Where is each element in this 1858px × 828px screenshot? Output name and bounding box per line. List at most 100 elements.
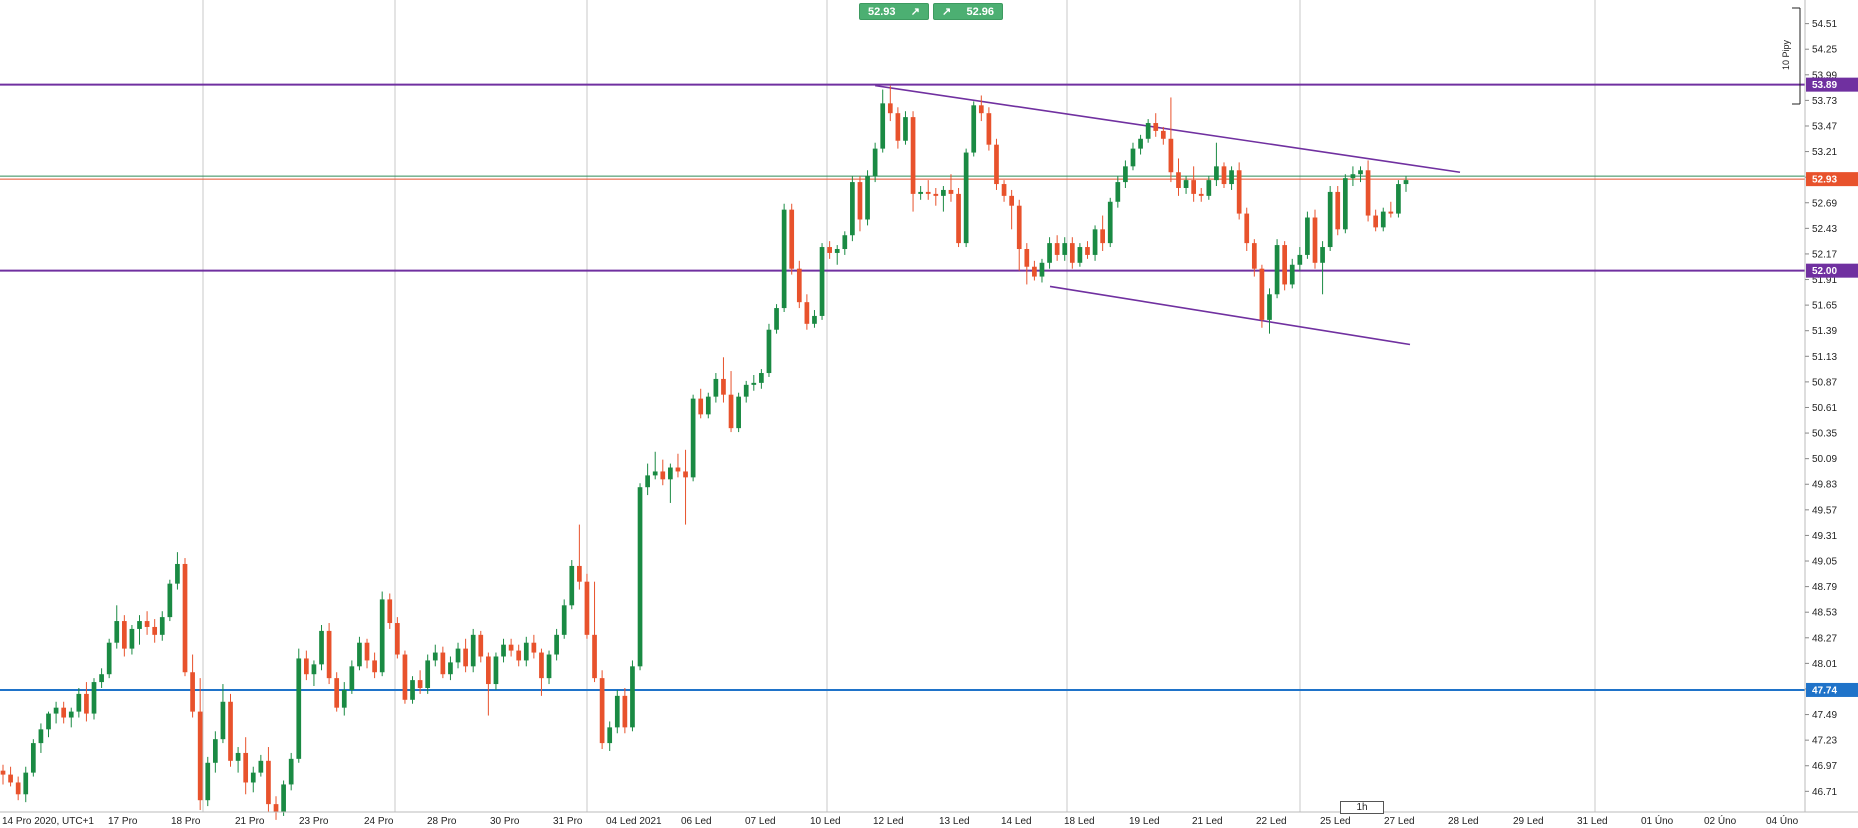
channel-upper-line[interactable] (875, 84, 1461, 174)
candle-body (15, 782, 21, 795)
candle-body (288, 758, 294, 785)
y-tick-label: 50.09 (1812, 454, 1837, 465)
x-tick-label: 19 Led (1129, 816, 1160, 827)
level-badge-label: 52.00 (1812, 266, 1837, 277)
candle-body (933, 193, 939, 196)
x-tick-label: 28 Pro (427, 816, 457, 827)
candle-body (1320, 247, 1325, 263)
candle-body (1380, 211, 1386, 228)
candle-body (918, 191, 923, 194)
buy-button[interactable]: ↗ 52.96 (933, 3, 1003, 20)
candle-body (1047, 243, 1052, 263)
candle-body (599, 678, 605, 744)
candle-body (1024, 249, 1030, 267)
candle-body (941, 189, 946, 196)
candle-body (228, 701, 233, 761)
candle-body (1221, 166, 1227, 185)
candle-body (76, 693, 82, 712)
candle-body (872, 148, 878, 177)
candle-body (978, 105, 984, 114)
y-tick-label: 52.17 (1812, 249, 1837, 260)
candle-body (1039, 262, 1045, 277)
level-badge-4 (1806, 172, 1858, 187)
candle-body (1130, 148, 1136, 167)
candle-body (0, 770, 6, 775)
y-tick-label: 46.71 (1812, 787, 1837, 798)
candle-body (68, 711, 74, 718)
y-tick-label: 48.53 (1812, 608, 1837, 619)
candle-body (1289, 264, 1295, 285)
x-tick-label: 01 Úno (1641, 814, 1674, 827)
candle-body (311, 664, 317, 675)
trend-channel (875, 84, 1461, 346)
y-tick-label: 50.35 (1812, 429, 1837, 440)
x-tick-label: 04 Úno (1766, 814, 1799, 827)
candle-body (1145, 123, 1151, 139)
candle-body (956, 193, 961, 244)
candle-body (1312, 217, 1318, 263)
candle-body (539, 652, 544, 679)
candle-body (167, 583, 173, 618)
candle-body (1107, 201, 1113, 244)
candle-body (341, 689, 347, 708)
candle-body (99, 674, 104, 683)
candle-body (561, 605, 567, 635)
y-tick-label: 49.31 (1812, 531, 1837, 542)
level-badge-2 (1806, 682, 1858, 697)
candle-body (1335, 191, 1341, 230)
candle-body (1305, 217, 1310, 255)
candle-body (713, 378, 719, 397)
candle-body (1244, 213, 1250, 244)
candle-body (1062, 243, 1068, 255)
candle-body (1115, 182, 1121, 202)
candle-body (1191, 180, 1197, 194)
candle-body (994, 144, 999, 185)
candle-body (319, 630, 324, 665)
candle-body (84, 693, 89, 714)
grid-lines (202, 0, 1596, 812)
sell-button[interactable]: 52.93 ↗ (859, 3, 929, 20)
candle-body (781, 209, 787, 309)
price-badges: 53.89 52.00 47.74 52.93 (1806, 77, 1858, 697)
candle-body (440, 652, 446, 675)
channel-lower-line[interactable] (1049, 285, 1411, 346)
candle-body (652, 471, 658, 476)
y-tick-label: 47.23 (1812, 736, 1837, 747)
candle-body (1016, 205, 1022, 250)
measure-bracket[interactable] (1792, 7, 1801, 105)
candle-body (1214, 166, 1219, 181)
candle-body (986, 113, 992, 145)
candle-body (357, 642, 362, 667)
candle-body (190, 672, 195, 712)
level-badge-0 (1806, 77, 1858, 92)
candle-body (523, 642, 529, 661)
candle-body (30, 743, 36, 773)
candle-body (1001, 184, 1007, 196)
x-tick-label: 30 Pro (490, 816, 520, 827)
timeframe-selector[interactable]: 1h (1340, 801, 1384, 814)
candle-body (1365, 170, 1371, 216)
candle-body (865, 176, 870, 220)
candle-body (137, 621, 142, 629)
candle-body (432, 652, 438, 661)
candle-body (857, 182, 863, 220)
candle-body (1403, 180, 1409, 185)
candle-body (796, 268, 802, 303)
candle-body (1077, 247, 1083, 263)
candle-body (1297, 254, 1303, 265)
level-badge-label: 47.74 (1812, 685, 1837, 696)
candle-body (812, 315, 817, 324)
candle-body (91, 682, 97, 714)
x-tick-label: 31 Led (1577, 816, 1608, 827)
candle-body (1327, 191, 1333, 248)
candle-body (675, 467, 681, 472)
candle-body (1251, 243, 1257, 269)
x-tick-label: 31 Pro (553, 816, 583, 827)
candle-body (1229, 170, 1234, 185)
arrow-up-right-icon: ↗ (910, 6, 920, 18)
candle-body (1373, 215, 1379, 228)
x-tick-label: 18 Pro (171, 816, 201, 827)
y-tick-label: 52.43 (1812, 224, 1837, 235)
candle-body (114, 621, 120, 643)
